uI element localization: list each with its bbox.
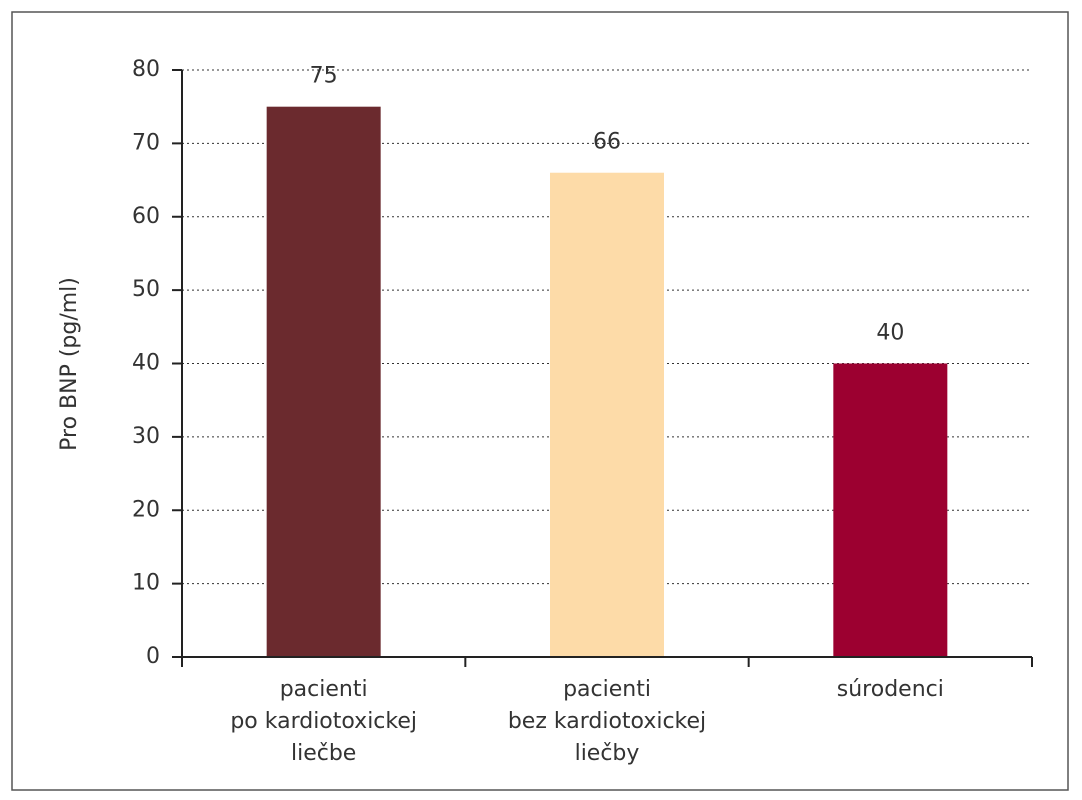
value-label: 75 bbox=[310, 64, 338, 89]
value-label: 66 bbox=[593, 130, 621, 155]
y-tick-label: 20 bbox=[132, 497, 160, 522]
x-tick-label: po kardiotoxickej bbox=[230, 709, 417, 734]
bar bbox=[266, 106, 381, 657]
value-label: 40 bbox=[876, 321, 904, 346]
y-tick-label: 0 bbox=[146, 644, 160, 669]
y-axis-label: Pro BNP (pg/ml) bbox=[57, 277, 82, 451]
frame bbox=[11, 11, 1069, 791]
x-tick-label: liečby bbox=[575, 741, 640, 766]
y-tick-label: 10 bbox=[132, 571, 160, 596]
y-tick-label: 60 bbox=[132, 204, 160, 229]
x-tick-label: bez kardiotoxickej bbox=[508, 709, 706, 734]
y-tick-label: 80 bbox=[132, 57, 160, 82]
bar bbox=[833, 363, 948, 657]
bar bbox=[550, 172, 664, 657]
y-tick-label: 70 bbox=[132, 130, 160, 155]
y-tick-label: 50 bbox=[132, 277, 160, 302]
x-tick-label: pacienti bbox=[563, 677, 651, 702]
y-tick-label: 30 bbox=[132, 424, 160, 449]
x-tick-label: liečbe bbox=[291, 741, 356, 766]
x-tick-label: súrodenci bbox=[837, 677, 944, 702]
y-tick-label: 40 bbox=[132, 351, 160, 376]
x-tick-label: pacienti bbox=[280, 677, 368, 702]
